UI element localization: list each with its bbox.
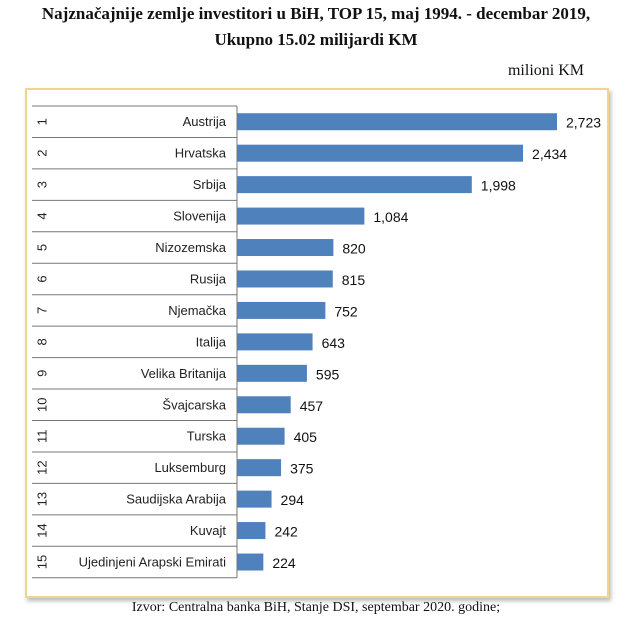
rank-label: 15 bbox=[35, 555, 50, 569]
rank-label: 14 bbox=[35, 523, 50, 537]
bar bbox=[237, 522, 266, 540]
rank-label: 2 bbox=[35, 150, 50, 157]
source-note: Izvor: Centralna banka BiH, Stanje DSI, … bbox=[131, 600, 501, 615]
category-label: Kuvajt bbox=[190, 523, 227, 538]
bar bbox=[237, 270, 333, 288]
bar bbox=[237, 333, 313, 351]
category-label: Luksemburg bbox=[154, 460, 226, 475]
category-label: Italija bbox=[196, 334, 227, 349]
rank-label: 11 bbox=[35, 429, 50, 443]
rank-label: 9 bbox=[35, 370, 50, 377]
value-label: 643 bbox=[322, 335, 346, 351]
bar bbox=[237, 396, 291, 414]
rank-label: 13 bbox=[35, 492, 50, 506]
rank-label: 10 bbox=[35, 398, 50, 412]
value-label: 224 bbox=[272, 555, 296, 571]
value-label: 242 bbox=[274, 524, 298, 540]
value-label: 815 bbox=[342, 272, 366, 288]
value-label: 820 bbox=[342, 241, 366, 257]
category-label: Nizozemska bbox=[155, 240, 227, 255]
bar bbox=[237, 239, 334, 257]
category-label: Hrvatska bbox=[175, 146, 227, 161]
chart-title: Najznačajnije zemlje investitori u BiH, … bbox=[41, 4, 591, 23]
category-label: Švajcarska bbox=[162, 397, 226, 412]
category-label: Srbija bbox=[193, 177, 227, 192]
rank-label: 8 bbox=[35, 338, 50, 345]
category-label: Saudijska Arabija bbox=[126, 492, 226, 507]
category-label: Austrija bbox=[183, 114, 227, 129]
bar bbox=[237, 144, 524, 162]
rank-label: 12 bbox=[35, 460, 50, 474]
chart-subtitle: Ukupno 15.02 milijardi KM bbox=[214, 30, 418, 49]
value-label: 294 bbox=[281, 492, 305, 508]
bar bbox=[237, 176, 472, 194]
rank-label: 7 bbox=[35, 307, 50, 314]
rank-label: 3 bbox=[35, 181, 50, 188]
value-label: 2,723 bbox=[566, 115, 601, 131]
bar bbox=[237, 364, 307, 382]
bar bbox=[237, 553, 264, 571]
rank-label: 5 bbox=[35, 244, 50, 251]
bar bbox=[237, 301, 326, 319]
value-label: 595 bbox=[316, 366, 340, 382]
category-label: Rusija bbox=[190, 271, 227, 286]
value-label: 1,084 bbox=[373, 209, 408, 225]
bar bbox=[237, 427, 285, 445]
unit-label: milioni KM bbox=[507, 62, 584, 79]
category-label: Njemačka bbox=[168, 303, 227, 318]
rank-label: 1 bbox=[35, 118, 50, 125]
rank-label: 6 bbox=[35, 275, 50, 282]
category-label: Ujedinjeni Arapski Emirati bbox=[79, 555, 227, 570]
rank-label: 4 bbox=[35, 212, 50, 219]
value-label: 457 bbox=[300, 398, 324, 414]
value-label: 1,998 bbox=[481, 178, 516, 194]
bar bbox=[237, 490, 272, 508]
value-label: 405 bbox=[294, 429, 318, 445]
chart-frame bbox=[25, 88, 609, 598]
value-label: 752 bbox=[334, 303, 358, 319]
bar bbox=[237, 459, 282, 477]
category-label: Turska bbox=[187, 429, 227, 444]
value-label: 375 bbox=[290, 461, 314, 477]
category-label: Slovenija bbox=[173, 209, 227, 224]
bar bbox=[237, 207, 365, 225]
value-label: 2,434 bbox=[532, 146, 567, 162]
bar bbox=[237, 113, 557, 131]
category-label: Velika Britanija bbox=[141, 366, 227, 381]
